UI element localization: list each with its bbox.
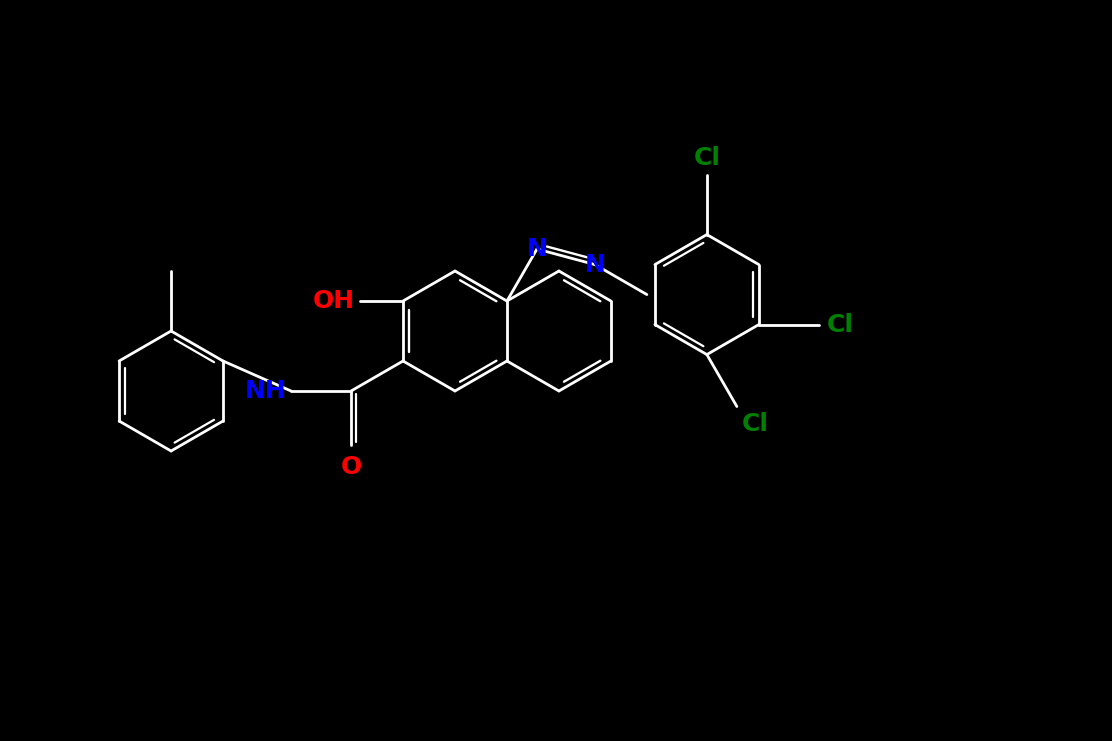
Text: Cl: Cl [742,411,768,436]
Text: NH: NH [245,379,286,403]
Text: O: O [340,455,361,479]
Text: OH: OH [312,289,355,313]
Text: N: N [526,237,547,261]
Text: Cl: Cl [827,313,854,336]
Text: N: N [585,253,605,276]
Text: Cl: Cl [694,145,721,170]
